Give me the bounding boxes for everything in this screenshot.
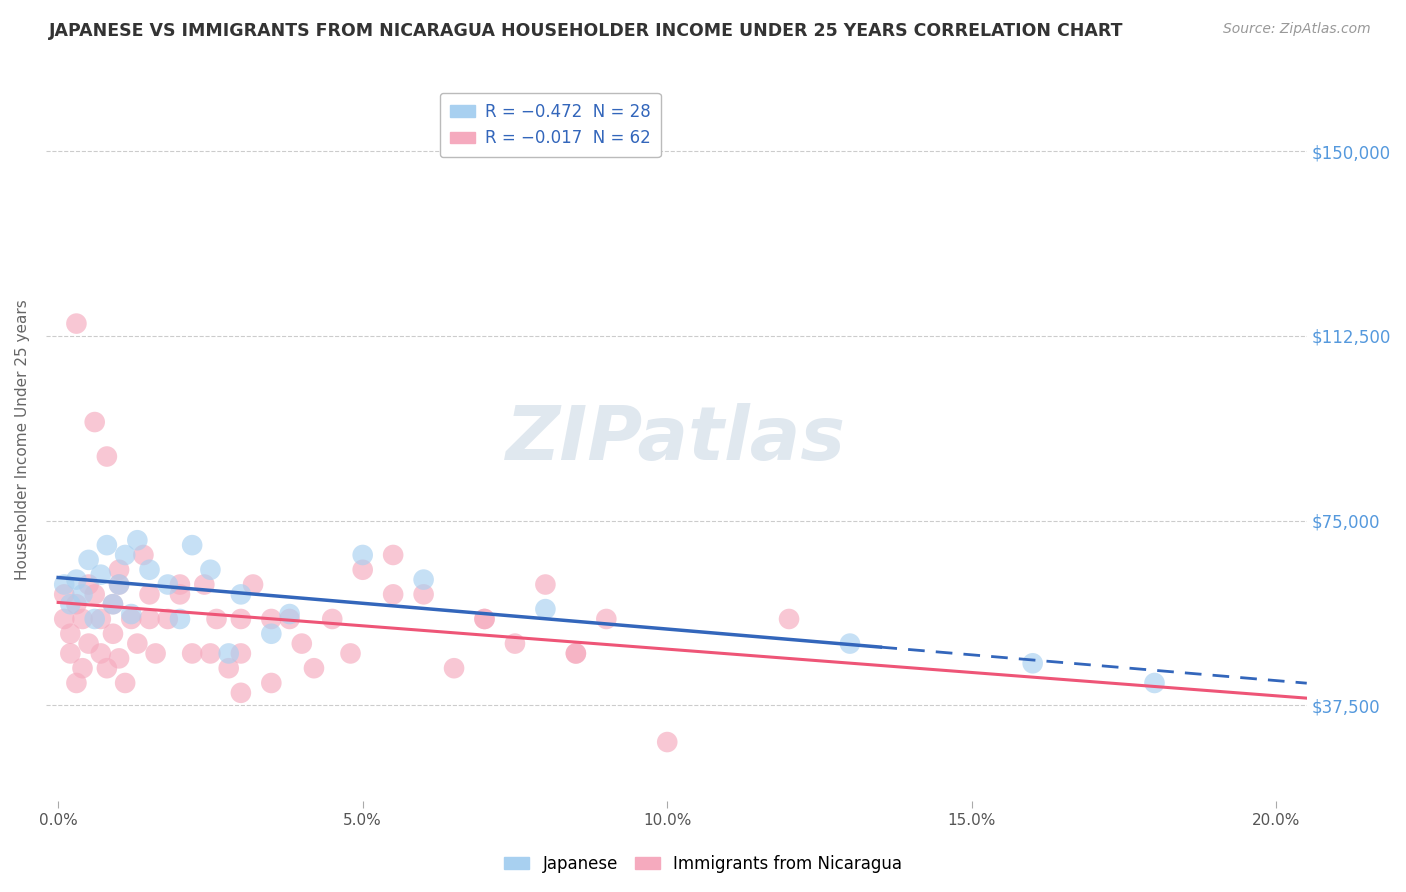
Point: [534, 577, 557, 591]
Point: [565, 647, 588, 661]
Point: [114, 676, 136, 690]
Point: [1143, 676, 1166, 690]
Point: [83, 612, 105, 626]
Point: [218, 661, 240, 675]
Point: [65, 676, 87, 690]
Point: [181, 647, 204, 661]
Point: [53, 577, 76, 591]
Point: [77, 637, 100, 651]
Point: [72, 587, 94, 601]
Point: [260, 626, 283, 640]
Point: [229, 587, 252, 601]
Point: [193, 577, 215, 591]
Point: [200, 647, 222, 661]
Point: [242, 577, 264, 591]
Point: [83, 587, 105, 601]
Point: [127, 637, 149, 651]
Point: [229, 647, 252, 661]
Point: [260, 676, 283, 690]
Point: [1021, 657, 1043, 671]
Point: [169, 612, 191, 626]
Text: JAPANESE VS IMMIGRANTS FROM NICARAGUA HOUSEHOLDER INCOME UNDER 25 YEARS CORRELAT: JAPANESE VS IMMIGRANTS FROM NICARAGUA HO…: [49, 22, 1123, 40]
Point: [90, 612, 112, 626]
Point: [278, 607, 301, 621]
Point: [59, 626, 82, 640]
Point: [565, 647, 588, 661]
Point: [474, 612, 496, 626]
Point: [156, 577, 179, 591]
Point: [83, 415, 105, 429]
Point: [101, 597, 124, 611]
Y-axis label: Householder Income Under 25 years: Householder Income Under 25 years: [15, 299, 30, 580]
Point: [138, 563, 160, 577]
Point: [474, 612, 496, 626]
Point: [132, 548, 155, 562]
Point: [218, 647, 240, 661]
Point: [657, 735, 679, 749]
Point: [352, 563, 374, 577]
Point: [96, 661, 118, 675]
Point: [181, 538, 204, 552]
Point: [291, 637, 314, 651]
Point: [839, 637, 862, 651]
Point: [108, 651, 131, 665]
Point: [412, 587, 434, 601]
Point: [156, 612, 179, 626]
Point: [200, 563, 222, 577]
Point: [108, 563, 131, 577]
Point: [339, 647, 361, 661]
Point: [302, 661, 325, 675]
Point: [352, 548, 374, 562]
Point: [114, 548, 136, 562]
Point: [321, 612, 343, 626]
Point: [382, 587, 405, 601]
Point: [127, 533, 149, 548]
Point: [595, 612, 617, 626]
Text: Source: ZipAtlas.com: Source: ZipAtlas.com: [1223, 22, 1371, 37]
Point: [382, 548, 405, 562]
Point: [59, 597, 82, 611]
Point: [138, 587, 160, 601]
Point: [169, 577, 191, 591]
Point: [90, 567, 112, 582]
Point: [443, 661, 465, 675]
Point: [72, 661, 94, 675]
Point: [229, 612, 252, 626]
Point: [145, 647, 167, 661]
Point: [77, 577, 100, 591]
Point: [534, 602, 557, 616]
Point: [120, 607, 142, 621]
Point: [96, 450, 118, 464]
Point: [412, 573, 434, 587]
Point: [101, 597, 124, 611]
Point: [108, 577, 131, 591]
Point: [72, 612, 94, 626]
Point: [59, 647, 82, 661]
Point: [278, 612, 301, 626]
Point: [778, 612, 800, 626]
Point: [229, 686, 252, 700]
Point: [53, 612, 76, 626]
Point: [65, 573, 87, 587]
Point: [90, 647, 112, 661]
Point: [169, 587, 191, 601]
Point: [138, 612, 160, 626]
Point: [205, 612, 228, 626]
Point: [77, 553, 100, 567]
Point: [120, 612, 142, 626]
Legend: R = −0.472  N = 28, R = −0.017  N = 62: R = −0.472 N = 28, R = −0.017 N = 62: [440, 93, 661, 157]
Point: [65, 317, 87, 331]
Point: [503, 637, 526, 651]
Legend: Japanese, Immigrants from Nicaragua: Japanese, Immigrants from Nicaragua: [498, 848, 908, 880]
Point: [53, 587, 76, 601]
Point: [65, 597, 87, 611]
Text: ZIPatlas: ZIPatlas: [506, 403, 846, 475]
Point: [101, 626, 124, 640]
Point: [260, 612, 283, 626]
Point: [108, 577, 131, 591]
Point: [96, 538, 118, 552]
